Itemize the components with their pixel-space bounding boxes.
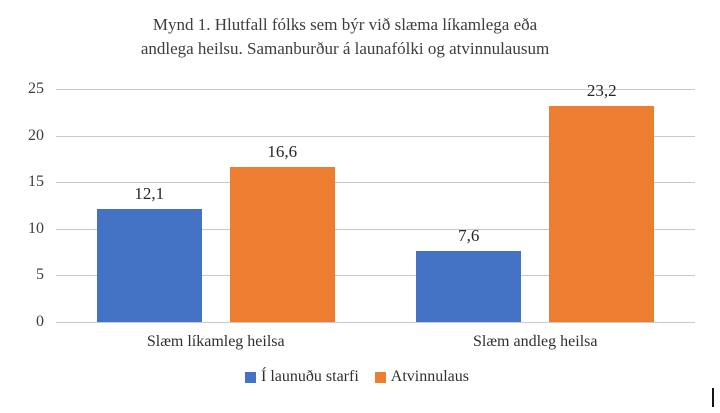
chart-title: Mynd 1. Hlutfall fólks sem býr við slæma… [0, 13, 690, 61]
bar-group: 12,1 16,6 [56, 89, 376, 322]
text-cursor-artifact [712, 388, 714, 407]
bar: 23,2 [549, 81, 655, 322]
bar: 12,1 [96, 184, 202, 322]
legend-item: Atvinnulaus [374, 368, 469, 386]
gridline [56, 89, 695, 90]
gridline [56, 228, 695, 230]
legend-swatch [374, 371, 386, 383]
legend-item: Í launuðu starfi [245, 368, 359, 386]
bar-value-label: 16,6 [267, 142, 298, 162]
bar: 16,6 [229, 142, 335, 322]
x-axis-labels: Slæm líkamleg heilsa Slæm andleg heilsa [56, 333, 695, 351]
chart-title-line2: andlega heilsu. Samanburður á launafólki… [140, 39, 550, 58]
y-tick-label: 25 [28, 80, 44, 97]
bar-value-label: 12,1 [134, 184, 165, 204]
legend-swatch [245, 371, 257, 383]
y-axis: 0 5 10 15 20 25 [0, 80, 44, 330]
gridline [56, 135, 695, 137]
y-tick-label: 0 [36, 313, 44, 330]
gridline [56, 275, 695, 277]
gridline [56, 322, 695, 323]
y-tick-label: 5 [36, 266, 44, 284]
y-tick-label: 10 [28, 219, 44, 237]
plot-area: 12,1 16,6 7,6 23,2 [56, 81, 696, 323]
gridline [56, 182, 695, 184]
y-tick-label: 15 [28, 173, 44, 191]
chart-title-line1: Mynd 1. Hlutfall fólks sem býr við slæma… [152, 15, 538, 34]
bar: 7,6 [416, 226, 522, 322]
legend: Í launuðu starfi Atvinnulaus [0, 368, 714, 386]
bar-group: 7,6 23,2 [376, 81, 696, 322]
legend-label: Atvinnulaus [390, 368, 469, 385]
x-category-label: Slæm líkamleg heilsa [146, 333, 285, 350]
y-tick-label: 20 [28, 126, 44, 144]
bar-groups: 12,1 16,6 7,6 23,2 [56, 81, 696, 322]
legend-label: Í launuðu starfi [261, 368, 359, 385]
x-category-label: Slæm andleg heilsa [473, 333, 598, 350]
bar-value-label: 23,2 [586, 80, 617, 100]
bar-value-label: 7,6 [458, 226, 480, 246]
